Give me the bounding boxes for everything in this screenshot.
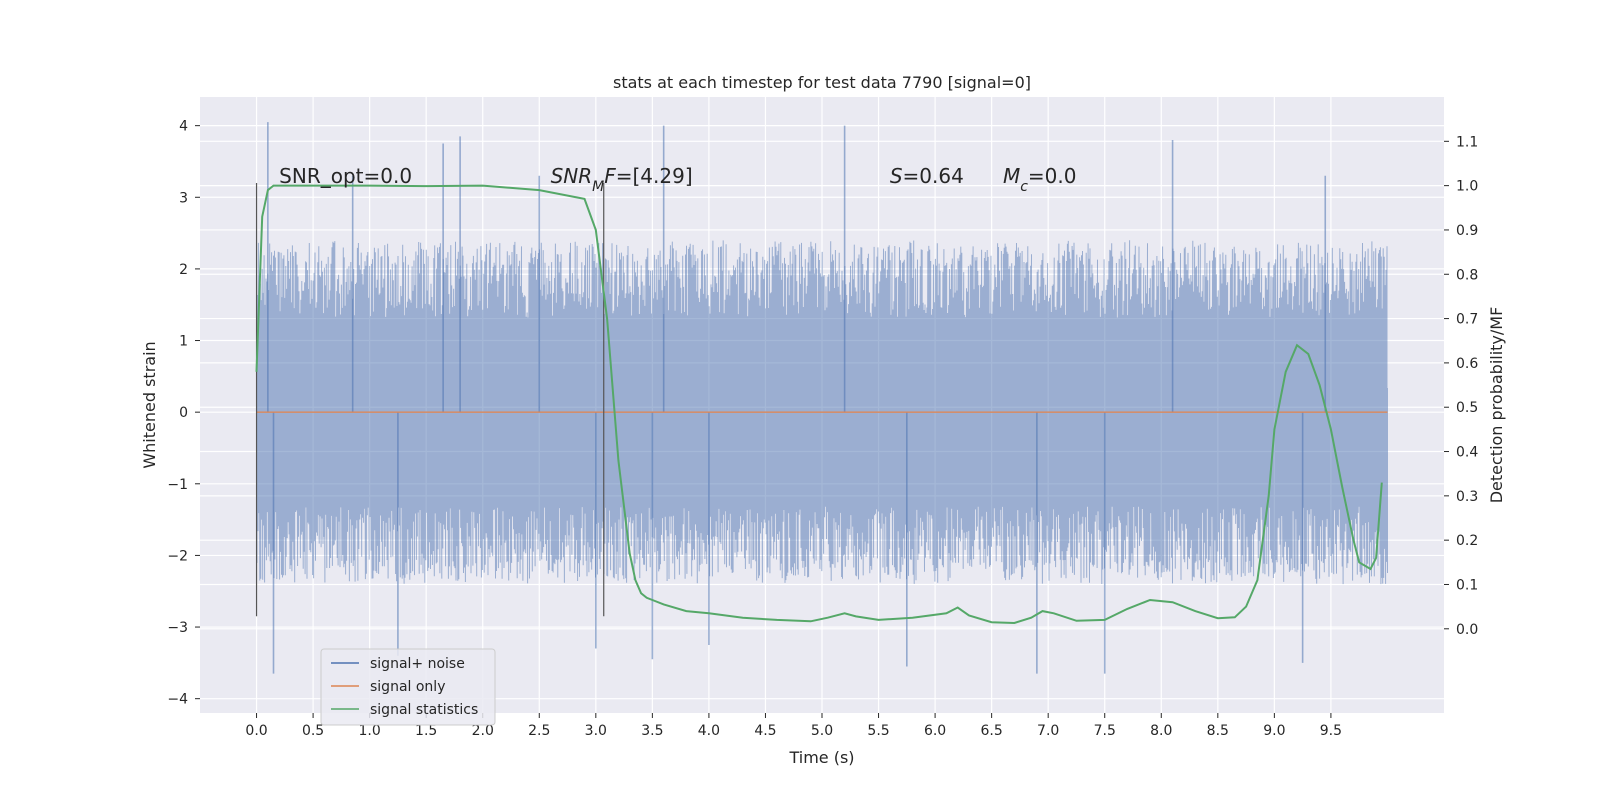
vertical-markers — [255, 182, 605, 617]
x-tick-label: 6.0 — [924, 723, 946, 739]
x-tick-label: 3.5 — [641, 723, 663, 739]
signal-statistics-line — [255, 184, 1383, 625]
y-left-tick-label: 3 — [179, 190, 188, 206]
legend-label-signal-noise: signal+ noise — [370, 656, 465, 672]
annotations: SNR_opt=0.0 SNRMF=[4.29] S=0.64 Mc=0.0 — [279, 164, 1076, 195]
x-tick-label: 5.0 — [811, 723, 833, 739]
y-right-tick-label: 0.2 — [1456, 533, 1478, 549]
y-right-tick-label: 0.7 — [1456, 312, 1478, 328]
y-left-tick-label: −4 — [167, 692, 188, 708]
y-right-tick-label: 0.6 — [1456, 356, 1478, 372]
y-left-tick-label: 0 — [179, 405, 188, 421]
x-axis-label: Time (s) — [788, 748, 854, 767]
x-tick-label: 5.5 — [867, 723, 889, 739]
x-tick-label: 7.0 — [1037, 723, 1059, 739]
legend: signal+ noise signal only signal statist… — [320, 648, 496, 726]
legend-box — [320, 648, 496, 726]
x-tick-label: 8.5 — [1207, 723, 1229, 739]
x-tick-label: 4.0 — [698, 723, 720, 739]
annotation-part: S — [890, 164, 903, 188]
x-tick-label: 9.0 — [1263, 723, 1285, 739]
annotation-part: =[4.29] — [616, 164, 693, 188]
y-right-tick-label: 0.8 — [1456, 267, 1478, 283]
annotation-part: =0.64 — [903, 164, 964, 188]
noise-trace — [256, 240, 1388, 585]
annotation-part: =0.0 — [1028, 164, 1077, 188]
series-signal-statistics — [255, 184, 1383, 625]
x-tick-label: 2.5 — [528, 723, 550, 739]
x-tick-label: 1.5 — [415, 723, 437, 739]
y-right-tick-label: 0.0 — [1456, 622, 1478, 638]
legend-label-signal-statistics: signal statistics — [370, 702, 478, 718]
series-signal-noise — [256, 122, 1388, 674]
chart-title: stats at each timestep for test data 779… — [613, 73, 1031, 92]
annotation-mc: Mc=0.0 — [1003, 164, 1077, 195]
y-left-tick-label: −1 — [167, 477, 188, 493]
annotation-part: F — [604, 164, 616, 188]
y-right-tick-label: 0.5 — [1456, 400, 1478, 416]
x-tick-label: 7.5 — [1094, 723, 1116, 739]
x-axis-ticks: 0.0 0.5 1.0 1.5 2.0 2.5 3.0 3.5 4.0 4.5 5.0 5.5 6.0 6… — [245, 713, 1342, 739]
x-tick-label: 4.5 — [754, 723, 776, 739]
y-right-tick-label: 0.1 — [1456, 577, 1478, 593]
annotation-part: c — [1020, 179, 1028, 195]
annotation-part: SNR_opt=0.0 — [279, 164, 412, 188]
x-tick-label: 0.5 — [302, 723, 324, 739]
y-left-tick-label: 4 — [179, 119, 188, 135]
annotation-part: SNR — [551, 164, 593, 188]
x-tick-label: 9.5 — [1320, 723, 1342, 739]
y-right-tick-label: 0.3 — [1456, 489, 1478, 505]
y-axis-right-label: Detection probability/MF — [1487, 307, 1506, 504]
y-right-tick-label: 1.1 — [1456, 134, 1478, 150]
x-tick-label: 1.0 — [359, 723, 381, 739]
y-left-tick-label: −2 — [167, 548, 188, 564]
y-left-tick-label: 2 — [179, 262, 188, 278]
y-axis-left-label: Whitened strain — [140, 341, 159, 468]
y-left-tick-label: 1 — [179, 334, 188, 350]
x-tick-label: 0.0 — [245, 723, 267, 739]
y-left-tick-label: −3 — [167, 620, 188, 636]
annotation-snr_mf: SNRMF=[4.29] — [551, 164, 693, 195]
x-tick-label: 2.0 — [472, 723, 494, 739]
annotation-part: M — [592, 179, 604, 195]
annotation-s_stat: S=0.64 — [890, 164, 964, 188]
y-right-tick-label: 0.9 — [1456, 223, 1478, 239]
x-tick-label: 8.0 — [1150, 723, 1172, 739]
x-tick-label: 6.5 — [981, 723, 1003, 739]
y-axis-left-ticks: 4 3 2 1 0 −1 −2 −3 −4 — [167, 119, 200, 708]
annotation-part: M — [1003, 164, 1020, 188]
x-tick-label: 3.0 — [585, 723, 607, 739]
y-right-tick-label: 0.4 — [1456, 445, 1478, 461]
annotation-snr_opt: SNR_opt=0.0 — [279, 164, 412, 188]
legend-label-signal-only: signal only — [370, 679, 445, 695]
y-axis-right-ticks: 1.1 1.0 0.9 0.8 0.7 0.6 0.5 0.4 0.3 0.2 0.1 0.0 — [1444, 134, 1478, 638]
y-right-tick-label: 1.0 — [1456, 179, 1478, 195]
